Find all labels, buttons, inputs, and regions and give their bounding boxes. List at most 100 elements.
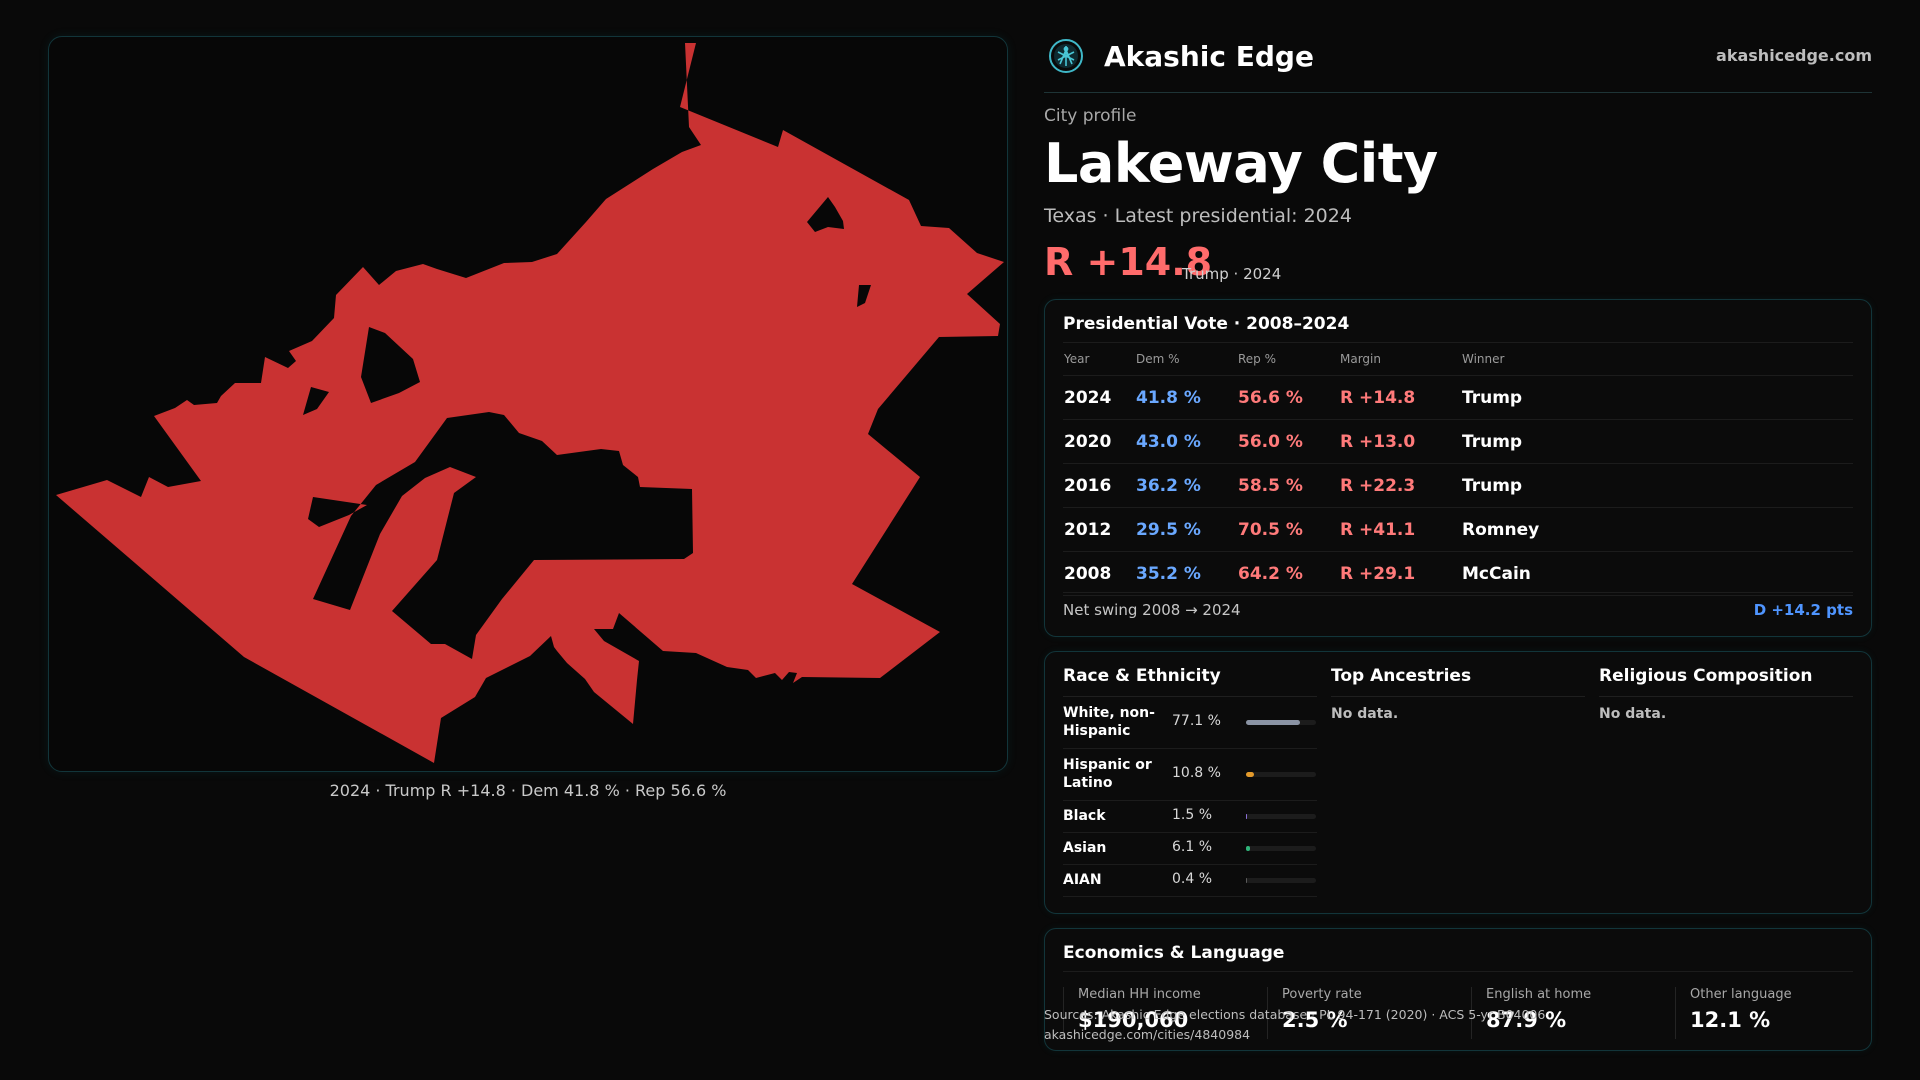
race-bar	[1246, 846, 1316, 851]
race-value: 1.5 %	[1172, 807, 1213, 823]
race-bar-fill	[1246, 846, 1251, 851]
headline-margin: R +14.8	[1044, 240, 1213, 284]
net-swing-value: D +14.2 pts	[1753, 601, 1853, 619]
district-polygon	[56, 43, 1004, 763]
presidential-vote-card: Presidential Vote · 2008–2024 Year Dem %…	[1044, 299, 1872, 637]
table-row: 2020 43.0 % 56.0 % R +13.0 Trump	[1063, 419, 1853, 464]
cell-margin: R +14.8	[1339, 375, 1461, 420]
brand-name: Akashic Edge	[1104, 40, 1314, 73]
religion-section: Religious Composition No data.	[1599, 666, 1853, 722]
religion-title: Religious Composition	[1599, 666, 1853, 697]
cell-rep: 64.2 %	[1237, 551, 1339, 596]
permalink[interactable]: akashicedge.com/cities/4840984	[1044, 1027, 1251, 1042]
econ-label: Poverty rate	[1282, 987, 1362, 1002]
cell-dem: 35.2 %	[1135, 551, 1237, 596]
presidential-vote-title: Presidential Vote · 2008–2024	[1063, 314, 1350, 334]
race-bar-fill	[1246, 720, 1300, 725]
sources-footer: Sources: Akashic Edge elections database…	[1044, 1005, 1545, 1045]
cell-rep: 58.5 %	[1237, 463, 1339, 508]
header-winner: Winner	[1461, 342, 1853, 376]
ancestries-section: Top Ancestries No data.	[1331, 666, 1585, 722]
econ-label: Other language	[1690, 987, 1792, 1002]
econ-value: $190,060	[1078, 1008, 1189, 1032]
cell-margin: R +41.1	[1339, 507, 1461, 552]
demographics-card: Race & Ethnicity White, non-Hispanic 77.…	[1044, 651, 1872, 914]
cell-year: 2008	[1063, 551, 1135, 596]
race-bar	[1246, 720, 1316, 725]
economics-card: Economics & Language Median HH income $1…	[1044, 928, 1872, 1051]
race-bar-fill	[1246, 772, 1254, 777]
cell-winner: McCain	[1461, 551, 1853, 596]
religion-empty: No data.	[1599, 706, 1667, 722]
site-link[interactable]: akashicedge.com	[1716, 46, 1872, 65]
list-item: AIAN 0.4 %	[1063, 865, 1317, 897]
race-label: Black	[1063, 808, 1106, 824]
list-item: Black 1.5 %	[1063, 801, 1317, 833]
race-bar	[1246, 878, 1316, 883]
list-item: Asian 6.1 %	[1063, 833, 1317, 865]
econ-value: 2.5 %	[1282, 1008, 1348, 1032]
cell-winner: Trump	[1461, 419, 1853, 464]
econ-poverty-rate: Poverty rate 2.5 %	[1267, 987, 1457, 1039]
economics-title: Economics & Language	[1063, 943, 1285, 963]
econ-english-home: English at home 87.9 %	[1471, 987, 1661, 1039]
net-swing-row: Net swing 2008 → 2024 D +14.2 pts	[1063, 592, 1853, 623]
header-margin: Margin	[1339, 342, 1461, 376]
race-label: Asian	[1063, 840, 1107, 856]
table-row: 2008 35.2 % 64.2 % R +29.1 McCain	[1063, 551, 1853, 596]
presidential-vote-table: Year Dem % Rep % Margin Winner 2024 41.8…	[1063, 342, 1853, 596]
brand-header: Akashic Edge akashicedge.com	[1044, 36, 1872, 93]
cell-dem: 29.5 %	[1135, 507, 1237, 552]
cell-rep: 70.5 %	[1237, 507, 1339, 552]
net-swing-label: Net swing 2008 → 2024	[1063, 601, 1241, 619]
econ-value: 12.1 %	[1690, 1008, 1771, 1032]
race-ethnicity-section: Race & Ethnicity White, non-Hispanic 77.…	[1063, 666, 1317, 897]
table-row: 2016 36.2 % 58.5 % R +22.3 Trump	[1063, 463, 1853, 508]
cell-margin: R +22.3	[1339, 463, 1461, 508]
cell-winner: Trump	[1461, 463, 1853, 508]
race-bar-fill	[1246, 878, 1248, 883]
header-rep: Rep %	[1237, 342, 1339, 376]
table-header-row: Year Dem % Rep % Margin Winner	[1063, 342, 1853, 376]
race-bar	[1246, 814, 1316, 819]
race-label: Hispanic or Latino	[1063, 757, 1152, 791]
page-kicker: City profile	[1044, 106, 1137, 126]
headline-margin-note: Trump · 2024	[1182, 265, 1282, 283]
race-value: 77.1 %	[1172, 713, 1221, 729]
race-value: 6.1 %	[1172, 839, 1213, 855]
cell-dem: 41.8 %	[1135, 375, 1237, 420]
ancestries-title: Top Ancestries	[1331, 666, 1585, 697]
race-ethnicity-title: Race & Ethnicity	[1063, 666, 1317, 697]
sources-line: Sources: Akashic Edge elections database…	[1044, 1007, 1546, 1022]
page-subtitle: Texas · Latest presidential: 2024	[1044, 205, 1352, 227]
cell-margin: R +29.1	[1339, 551, 1461, 596]
header-year: Year	[1063, 342, 1135, 376]
cell-winner: Romney	[1461, 507, 1853, 552]
list-item: White, non-Hispanic 77.1 %	[1063, 697, 1317, 749]
list-item: Hispanic or Latino 10.8 %	[1063, 749, 1317, 801]
cell-dem: 43.0 %	[1135, 419, 1237, 464]
table-row: 2012 29.5 % 70.5 % R +41.1 Romney	[1063, 507, 1853, 552]
cell-year: 2016	[1063, 463, 1135, 508]
cell-year: 2024	[1063, 375, 1135, 420]
race-value: 10.8 %	[1172, 765, 1221, 781]
econ-median-income: Median HH income $190,060	[1063, 987, 1253, 1039]
map-caption: 2024 · Trump R +14.8 · Dem 41.8 % · Rep …	[329, 781, 727, 800]
akashic-edge-logo-icon	[1049, 39, 1083, 73]
econ-value: 87.9 %	[1486, 1008, 1567, 1032]
header-dem: Dem %	[1135, 342, 1237, 376]
cell-year: 2012	[1063, 507, 1135, 552]
cell-rep: 56.0 %	[1237, 419, 1339, 464]
cell-dem: 36.2 %	[1135, 463, 1237, 508]
econ-label: Median HH income	[1078, 987, 1201, 1002]
divider	[1063, 971, 1853, 972]
econ-other-language: Other language 12.1 %	[1675, 987, 1865, 1039]
page-title: Lakeway City	[1044, 132, 1438, 195]
city-boundary-shape	[56, 43, 1004, 763]
race-label: AIAN	[1063, 872, 1102, 888]
table-row: 2024 41.8 % 56.6 % R +14.8 Trump	[1063, 375, 1853, 420]
race-bar-fill	[1246, 814, 1248, 819]
cell-winner: Trump	[1461, 375, 1853, 420]
econ-label: English at home	[1486, 987, 1592, 1002]
ancestries-empty: No data.	[1331, 706, 1399, 722]
